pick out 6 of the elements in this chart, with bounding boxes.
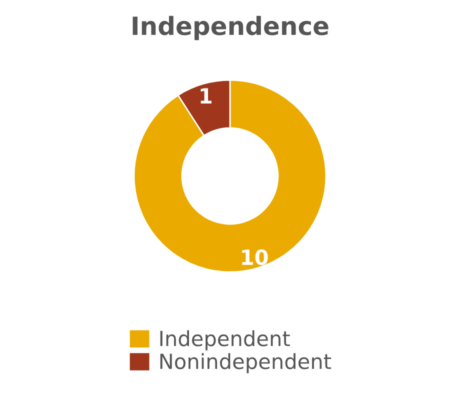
chart-title: Independence bbox=[132, 16, 328, 40]
data-label: 1 bbox=[200, 88, 212, 104]
legend-label: Independent bbox=[160, 330, 290, 350]
donut-slice bbox=[133, 79, 327, 273]
data-label: 10 bbox=[242, 249, 268, 266]
legend-label: Nonindependent bbox=[160, 353, 332, 374]
